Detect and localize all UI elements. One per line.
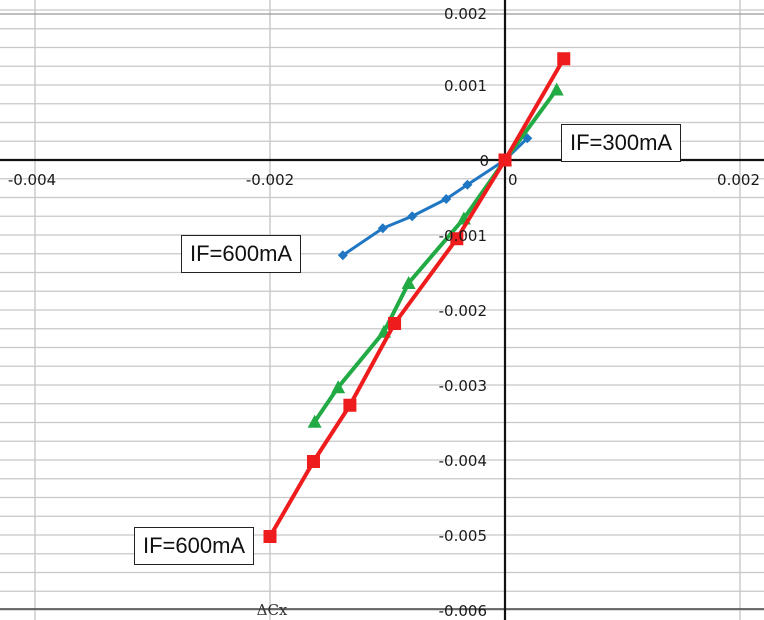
- x-tick-label: 0: [508, 171, 518, 189]
- series-3-point: [263, 530, 277, 543]
- series-2-point: [549, 82, 564, 96]
- series-3-point: [306, 455, 320, 468]
- y-tick-label: -0.005: [439, 527, 487, 545]
- x-axis-title: ΔCx: [257, 601, 288, 619]
- series-3-point: [343, 398, 357, 412]
- series-1-point: [377, 223, 388, 234]
- series-1-point: [462, 179, 473, 190]
- y-tick-label: -0.004: [439, 452, 487, 470]
- series-2-point: [331, 380, 346, 394]
- series-1-point: [407, 211, 418, 222]
- y-tick-label: 0.001: [444, 77, 487, 95]
- series-3-point: [498, 153, 512, 167]
- y-tick-label: -0.003: [439, 377, 487, 395]
- series-1-point: [441, 194, 452, 204]
- series-2-point: [401, 276, 416, 289]
- series-1-point: [337, 250, 348, 261]
- y-tick-label: -0.001: [439, 227, 487, 245]
- series: [263, 52, 571, 543]
- series-2-point: [307, 414, 322, 428]
- annotation-if-300ma: IF=300mA: [561, 124, 682, 162]
- annotation-if-600ma-lower: IF=600mA: [134, 527, 255, 565]
- y-tick-label: -0.006: [439, 602, 487, 620]
- y-tick-label: -0.002: [439, 302, 487, 320]
- y-tick-label: 0.002: [444, 5, 487, 23]
- tick-labels: 0.002 0.001 0 -0.001 -0.002 -0.003 -0.004 -0.00…: [8, 5, 760, 620]
- annotation-if-600ma-upper: IF=600mA: [181, 235, 302, 273]
- series-3-point: [388, 317, 402, 330]
- x-tick-label: -0.002: [246, 171, 294, 189]
- series-3-point: [557, 52, 571, 66]
- series-2-line: [312, 87, 559, 424]
- x-tick-label: -0.004: [8, 171, 56, 189]
- x-tick-label: 0.002: [717, 171, 760, 189]
- series-3-point: [450, 232, 464, 246]
- y-tick-label: 0: [479, 152, 489, 170]
